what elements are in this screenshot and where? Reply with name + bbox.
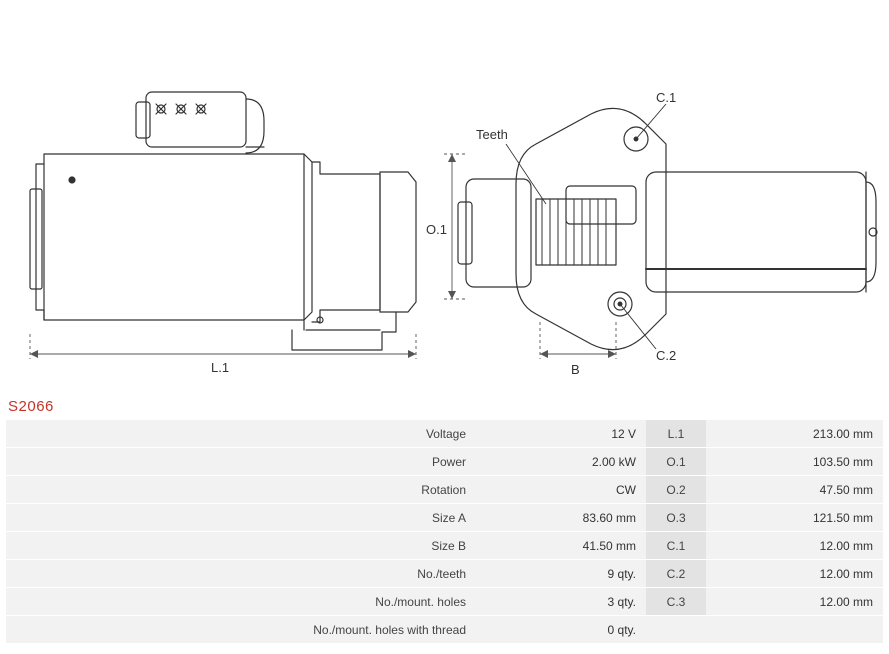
spec-value: 9 qty. [476,560,646,587]
dim-label: C.1 [646,532,706,559]
spec-label: No./mount. holes [6,588,476,615]
spec-value: 3 qty. [476,588,646,615]
spec-value: 12 V [476,420,646,447]
label-O1: O.1 [426,222,447,237]
spec-value: 0 qty. [476,616,646,643]
dim-value: 103.50 mm [706,448,883,475]
dim-label: C.3 [646,588,706,615]
table-row: No./mount. holes with thread0 qty. [6,616,883,643]
dim-value [706,616,883,643]
dim-label: O.1 [646,448,706,475]
table-row: Size B41.50 mmC.112.00 mm [6,532,883,559]
table-row: No./mount. holes3 qty.C.312.00 mm [6,588,883,615]
dim-label: L.1 [646,420,706,447]
spec-label: Rotation [6,476,476,503]
spec-table: Voltage12 VL.1213.00 mmPower2.00 kWO.110… [6,419,883,644]
spec-label: Voltage [6,420,476,447]
label-C2: C.2 [656,348,676,363]
spec-label: Size B [6,532,476,559]
dim-label [646,616,706,643]
label-L1: L.1 [211,360,229,375]
spec-value: CW [476,476,646,503]
dim-value: 12.00 mm [706,588,883,615]
table-row: Size A83.60 mmO.3121.50 mm [6,504,883,531]
part-code: S2066 [8,398,883,415]
dim-value: 12.00 mm [706,560,883,587]
spec-label: No./mount. holes with thread [6,616,476,643]
spec-label: Size A [6,504,476,531]
label-C1: C.1 [656,90,676,105]
dim-value: 47.50 mm [706,476,883,503]
spec-label: Power [6,448,476,475]
dim-label: O.3 [646,504,706,531]
table-row: Voltage12 VL.1213.00 mm [6,420,883,447]
front-view [458,108,877,349]
dim-label: O.2 [646,476,706,503]
table-row: No./teeth9 qty.C.212.00 mm [6,560,883,587]
technical-diagram: L.1 O.1 B Teeth C.1 C.2 [6,4,883,394]
spec-label: No./teeth [6,560,476,587]
spec-value: 2.00 kW [476,448,646,475]
spec-value: 83.60 mm [476,504,646,531]
label-B: B [571,362,580,377]
spec-value: 41.50 mm [476,532,646,559]
dim-value: 12.00 mm [706,532,883,559]
dim-label: C.2 [646,560,706,587]
table-row: Power2.00 kWO.1103.50 mm [6,448,883,475]
side-view [30,92,416,350]
dim-value: 213.00 mm [706,420,883,447]
dim-value: 121.50 mm [706,504,883,531]
label-teeth: Teeth [476,127,508,142]
table-row: RotationCWO.247.50 mm [6,476,883,503]
starter-motor-drawing: L.1 O.1 B Teeth C.1 C.2 [6,4,883,394]
